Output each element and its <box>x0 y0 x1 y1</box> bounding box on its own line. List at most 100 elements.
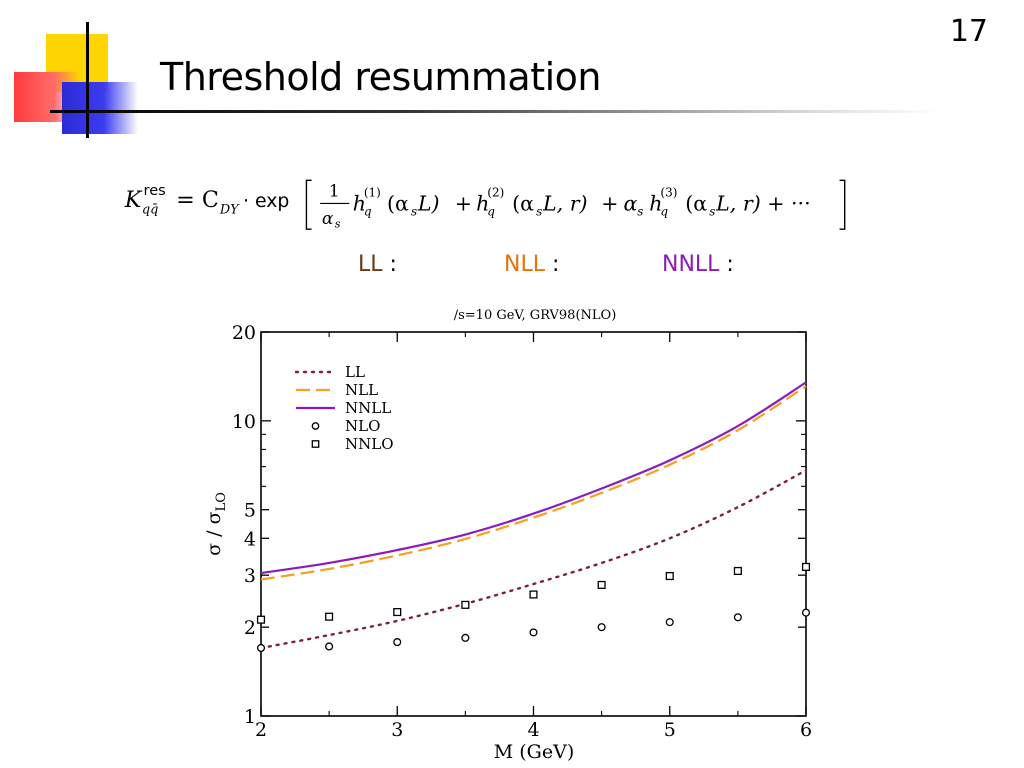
series-nnlo-point <box>256 615 266 624</box>
formula-arg2: (α <box>512 191 534 215</box>
y-tick-label-10: 10 <box>232 411 256 433</box>
legend-label-nll: NLL <box>345 381 378 399</box>
formula-alpha-s-sub: s <box>637 204 643 218</box>
formula-arg1-sub: s <box>411 204 417 218</box>
x-tick-label-6: 6 <box>800 719 812 741</box>
order-legend-nnll: NNLL : <box>662 252 734 277</box>
y-tick-label-20: 20 <box>232 322 256 344</box>
resummation-formula: K res qq̄ = C DY · exp 1 α s h q (1) (α … <box>124 179 846 230</box>
series-nnlo-point <box>665 571 674 581</box>
title-underline <box>50 110 940 113</box>
formula-arg3: (α <box>685 191 707 215</box>
y-tick-label-3: 3 <box>244 565 256 587</box>
formula-frac-den: α <box>322 209 334 229</box>
series-nlo-point <box>325 642 334 651</box>
order-colon-nll: : <box>544 252 560 277</box>
x-tick-label-5: 5 <box>664 719 676 741</box>
formula-sup2: (2) <box>487 186 504 200</box>
formula-arg1-rest: L) <box>417 191 440 215</box>
formula-qqbar: qq̄ <box>142 203 158 218</box>
y-axis-label-sub: LO <box>214 492 229 511</box>
slide-number: 17 <box>949 14 988 49</box>
series-nnlo-point <box>325 612 334 621</box>
legend-swatch-nlo <box>311 422 320 430</box>
order-colon-ll: : <box>382 252 397 277</box>
series-nlo-point <box>597 623 606 632</box>
formula-right-bracket <box>839 179 846 230</box>
series-nlo-point <box>665 618 674 627</box>
slide-ornament <box>0 0 150 140</box>
formula-alpha-s: α <box>624 191 638 215</box>
chart-title: /s=10 GeV, GRV98(NLO) <box>454 308 617 323</box>
formula-sup1: (1) <box>364 186 381 200</box>
series-nlo-point <box>733 613 742 622</box>
formula-exp: · exp <box>243 191 289 212</box>
series-nnlo-point <box>529 590 538 599</box>
formula-left-bracket <box>305 179 312 230</box>
formula-eq-C: = C <box>176 187 219 213</box>
formula-h3: h <box>649 191 662 215</box>
formula-arg2-sub: s <box>536 204 542 218</box>
formula-arg3-rest: L, r) + ··· <box>715 191 811 215</box>
formula-plus2: + <box>601 191 618 215</box>
order-legend-nll: NLL : <box>504 252 559 277</box>
legend-label-nnlo: NNLO <box>345 435 394 453</box>
series-nlo-point <box>801 608 811 617</box>
series-nnll-line <box>260 381 807 575</box>
order-label-nll: NLL <box>504 252 545 277</box>
formula-DY: DY <box>219 203 240 218</box>
x-axis-label: M (GeV) <box>494 741 574 763</box>
x-tick-label-2: 2 <box>255 719 267 741</box>
formula-arg1: (α <box>387 191 409 215</box>
formula-sup3: (3) <box>660 186 677 200</box>
formula-res: res <box>144 182 166 199</box>
series-nll-line <box>260 385 807 581</box>
formula-plus1: + <box>455 191 472 215</box>
series-nlo-point <box>529 628 538 637</box>
formula-frac-num: 1 <box>329 182 340 202</box>
ornament-blue-square <box>62 82 138 134</box>
formula-h2: h <box>476 191 489 215</box>
order-legend-ll: LL : <box>358 252 397 277</box>
x-tick-label-4: 4 <box>527 719 539 741</box>
series-ll-line <box>259 469 808 650</box>
formula-arg2-rest: L, r) <box>542 191 588 215</box>
y-tick-label-5: 5 <box>244 500 256 522</box>
order-label-nnll: NNLL <box>662 252 720 277</box>
slide-title: Threshold resummation <box>160 55 602 99</box>
formula-frac-den-sub: s <box>335 217 341 230</box>
series-nnlo-point <box>393 608 402 617</box>
series-nnlo-point <box>733 566 742 576</box>
y-tick-label-2: 2 <box>244 617 256 639</box>
formula-K: K <box>124 187 143 213</box>
legend-label-nlo: NLO <box>345 417 380 435</box>
y-axis-label-main: σ / σ <box>203 511 225 555</box>
series-nnlo-point <box>801 562 811 571</box>
legend-label-ll: LL <box>345 363 365 381</box>
formula-q3: q <box>660 204 668 218</box>
y-axis-label: σ / σLO <box>203 492 229 556</box>
series-nlo-point <box>461 633 470 642</box>
series-nnlo-point <box>597 580 606 589</box>
formula-h1: h <box>353 191 366 215</box>
formula-arg3-sub: s <box>709 204 715 218</box>
series-layer <box>256 381 811 653</box>
ornament-vertical-line <box>86 22 89 138</box>
y-axis-label-group: σ / σLO <box>203 492 229 556</box>
legend-swatch-nnlo <box>311 440 320 448</box>
formula-q2: q <box>487 204 495 218</box>
y-tick-label-1: 1 <box>244 706 256 728</box>
x-tick-label-3: 3 <box>391 719 403 741</box>
legend-label-nnll: NNLL <box>345 399 391 417</box>
order-label-ll: LL <box>358 252 383 277</box>
order-colon-nnll: : <box>719 252 734 277</box>
series-nlo-point <box>256 643 266 653</box>
plot-frame <box>260 331 807 717</box>
formula-q1: q <box>364 204 372 218</box>
series-nnlo-point <box>461 600 470 609</box>
series-nlo-point <box>393 638 402 647</box>
y-tick-label-4: 4 <box>244 528 256 550</box>
